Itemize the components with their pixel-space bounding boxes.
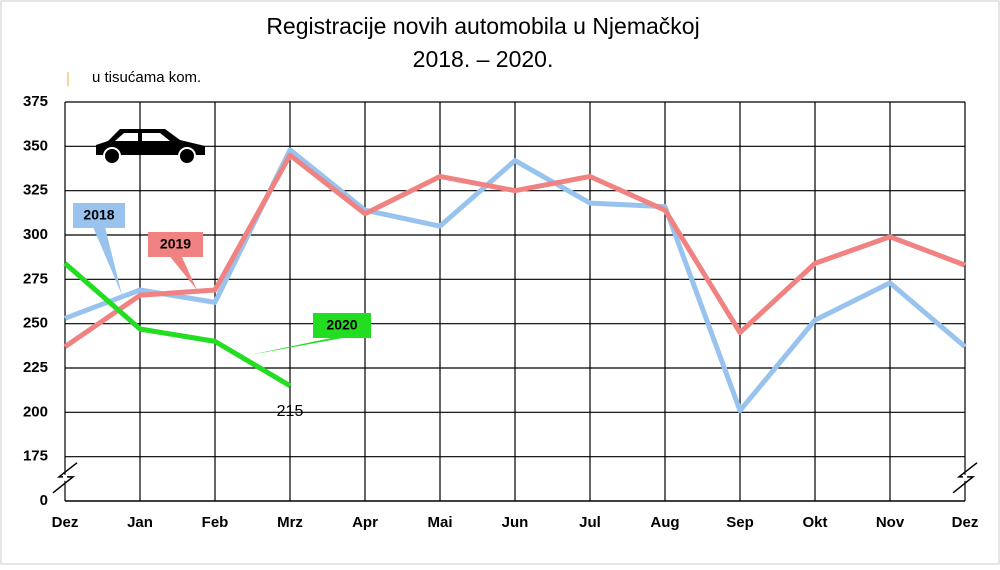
legend-pointer bbox=[93, 227, 122, 295]
x-tick-label: Dez bbox=[52, 514, 79, 531]
legend-label: 2020 bbox=[326, 317, 357, 333]
legend-label: 2018 bbox=[83, 207, 114, 223]
x-tick-label: Apr bbox=[352, 514, 378, 531]
legend-pointer bbox=[169, 256, 197, 290]
x-tick-label: Sep bbox=[726, 514, 754, 531]
unit-label: u tisućama kom. bbox=[92, 69, 201, 86]
series-line bbox=[63, 152, 966, 349]
y-tick-label: 275 bbox=[23, 270, 48, 287]
car-icon bbox=[96, 129, 205, 165]
legend-pointer bbox=[250, 337, 348, 355]
y-tick-label: 0 bbox=[40, 492, 48, 509]
x-tick-label: Okt bbox=[802, 514, 827, 531]
x-tick-label: Feb bbox=[202, 514, 229, 531]
x-tick-label: Jul bbox=[579, 514, 601, 531]
legend-label: 2019 bbox=[160, 236, 191, 252]
legend-box bbox=[313, 313, 371, 338]
x-tick-label: Aug bbox=[650, 514, 679, 531]
y-tick-label: 325 bbox=[23, 182, 48, 199]
chart-title: Registracije novih automobila u Njemačko… bbox=[266, 13, 699, 39]
x-tick-label: Jun bbox=[502, 514, 529, 531]
series-line bbox=[63, 261, 292, 388]
x-tick-label: Mrz bbox=[277, 514, 303, 531]
y-tick-label: 300 bbox=[23, 226, 48, 243]
x-tick-label: Jan bbox=[127, 514, 153, 531]
y-tick-label: 175 bbox=[23, 448, 48, 465]
x-tick-label: Mai bbox=[427, 514, 452, 531]
legend-box bbox=[148, 232, 203, 257]
series-line bbox=[64, 147, 967, 414]
y-tick-label: 350 bbox=[23, 137, 48, 154]
y-tick-label: 375 bbox=[23, 93, 48, 110]
x-tick-label: Dez bbox=[952, 514, 979, 531]
break-gap bbox=[963, 474, 967, 481]
break-gap bbox=[63, 474, 67, 481]
y-tick-label: 225 bbox=[23, 359, 48, 376]
x-tick-label: Nov bbox=[876, 514, 905, 531]
chart-title: 2018. – 2020. bbox=[413, 46, 554, 72]
y-tick-label: 200 bbox=[23, 403, 48, 420]
data-label: 215 bbox=[277, 403, 304, 420]
y-tick-label: 250 bbox=[23, 315, 48, 332]
legend-box bbox=[73, 203, 125, 228]
